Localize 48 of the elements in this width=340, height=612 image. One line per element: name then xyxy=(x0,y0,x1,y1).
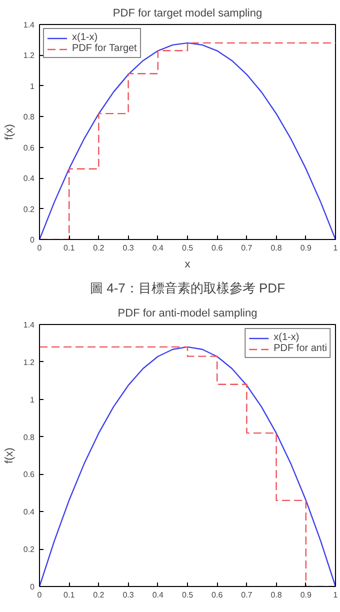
y-tick-label: 1 xyxy=(30,82,36,91)
x-tick-label: 0 xyxy=(37,590,42,600)
x-tick-label: 0.2 xyxy=(93,244,105,252)
x-tick-label: 0.3 xyxy=(122,590,134,600)
x-tick-label: 0.8 xyxy=(270,244,282,252)
chart-title: PDF for anti-model sampling xyxy=(118,308,258,320)
x-tick-label: 0.8 xyxy=(270,590,282,600)
x-axis-title: x xyxy=(184,258,191,270)
x-tick-label: 0.6 xyxy=(212,244,224,252)
legend-label: x(1-x) xyxy=(72,32,98,43)
x-tick-label: 0.5 xyxy=(182,590,194,600)
y-tick-label: 1.2 xyxy=(23,51,36,60)
y-tick-label: 1 xyxy=(30,395,36,404)
x-tick-label: 0.9 xyxy=(300,244,312,252)
y-tick-label: 1.4 xyxy=(23,320,36,330)
y-tick-label: 1.4 xyxy=(23,20,36,30)
x-tick-label: 0.5 xyxy=(182,244,194,252)
y-tick-label: 0.8 xyxy=(23,112,36,122)
y-axis-title: f(x) xyxy=(3,448,16,464)
y-tick-label: 0.8 xyxy=(23,432,36,442)
x-tick-label: 0.2 xyxy=(93,590,105,600)
legend-label: x(1-x) xyxy=(274,332,300,343)
y-tick-label: 1.2 xyxy=(23,358,36,367)
y-tick-label: 0 xyxy=(30,236,36,244)
x-tick-label: 0.7 xyxy=(241,244,253,252)
legend-label: PDF for Target xyxy=(72,43,137,54)
x-tick-label: 0.3 xyxy=(122,244,134,252)
x-tick-label: 0.1 xyxy=(64,590,76,600)
y-tick-label: 0.2 xyxy=(23,204,36,214)
x-tick-label: 1 xyxy=(333,244,338,252)
y-tick-label: 0.6 xyxy=(23,470,36,480)
x-tick-label: 1 xyxy=(333,590,338,600)
chart-title: PDF for target model sampling xyxy=(112,8,262,20)
y-tick-label: 0.2 xyxy=(23,545,36,554)
y-tick-label: 0 xyxy=(30,582,36,592)
y-tick-label: 0.6 xyxy=(23,143,36,152)
y-axis-title: f(x) xyxy=(3,124,16,140)
legend-label: PDF for anti xyxy=(274,343,327,354)
x-tick-label: 0 xyxy=(37,244,42,252)
x-tick-label: 0.4 xyxy=(152,244,164,252)
x-tick-label: 0.6 xyxy=(212,590,224,600)
x-tick-label: 0.7 xyxy=(241,590,253,600)
x-tick-label: 0.1 xyxy=(64,244,76,252)
x-tick-label: 0.4 xyxy=(152,590,164,600)
caption: 圖 4-7：目標音素的取樣參考 PDF xyxy=(90,280,286,296)
y-tick-label: 0.4 xyxy=(23,174,36,184)
x-tick-label: 0.9 xyxy=(300,590,312,600)
y-tick-label: 0.4 xyxy=(23,508,36,517)
